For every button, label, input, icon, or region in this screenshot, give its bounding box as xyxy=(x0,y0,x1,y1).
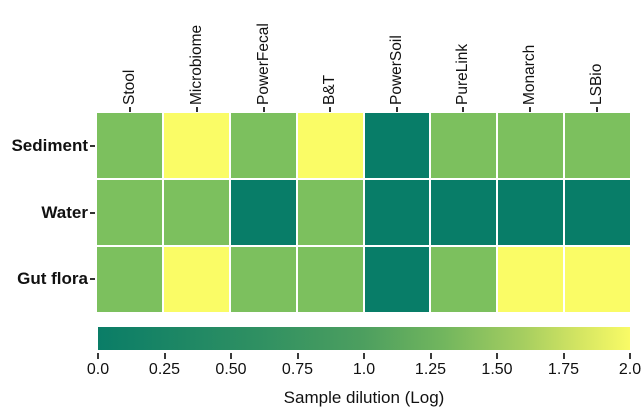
colorbar-tick-label: 1.25 xyxy=(414,361,447,378)
row-label: Water xyxy=(41,202,88,222)
column-label: PureLink xyxy=(454,43,472,105)
column-tick-mark xyxy=(529,107,532,112)
row-tick-mark xyxy=(90,211,95,214)
heatmap-cell xyxy=(163,113,229,178)
heatmap-cell xyxy=(297,113,363,178)
colorbar-tick-label: 0.25 xyxy=(148,361,181,378)
column-tick-mark xyxy=(462,107,465,112)
heatmap-cell xyxy=(97,113,162,178)
column-tick-mark xyxy=(329,107,332,112)
colorbar-tick-mark xyxy=(230,353,232,359)
heatmap-cell xyxy=(565,113,630,178)
column-tick-mark xyxy=(129,107,132,112)
heatmap-cell xyxy=(498,247,564,312)
heatmap-cell xyxy=(297,247,363,312)
heatmap-cell xyxy=(230,247,296,312)
colorbar-tick-label: 1.0 xyxy=(352,361,376,378)
heatmap-cell xyxy=(97,247,162,312)
colorbar-tick-label: 1.50 xyxy=(481,361,513,378)
heatmap-cell xyxy=(498,180,564,245)
column-label: Microbiome xyxy=(187,24,205,105)
column-label: PowerSoil xyxy=(387,35,405,105)
heatmap-cell xyxy=(431,180,497,245)
heatmap-cell xyxy=(297,180,363,245)
colorbar-tick-label: 0.0 xyxy=(86,361,110,378)
heatmap-cell xyxy=(431,247,497,312)
colorbar-title: Sample dilution (Log) xyxy=(283,388,445,407)
row-label: Gut flora xyxy=(17,268,88,288)
column-tick-mark xyxy=(262,107,265,112)
heatmap-cell xyxy=(565,180,630,245)
column-label: Stool xyxy=(121,69,139,105)
heatmap-cell xyxy=(364,113,430,178)
colorbar-tick-mark xyxy=(97,353,99,359)
heatmap-cell xyxy=(163,180,229,245)
column-label: Monarch xyxy=(521,44,539,105)
colorbar-tick-mark xyxy=(363,353,365,359)
column-label: PowerFecal xyxy=(254,23,272,105)
heatmap-cell xyxy=(230,113,296,178)
row-tick-mark xyxy=(90,145,95,148)
colorbar-tick-mark xyxy=(562,353,565,359)
heatmap-cell xyxy=(163,247,229,312)
colorbar-tick-label: 0.50 xyxy=(215,361,247,378)
column-tick-mark xyxy=(195,107,198,112)
colorbar-tick-mark xyxy=(163,353,166,359)
column-tick-mark xyxy=(595,107,598,112)
colorbar-tick-mark xyxy=(629,353,631,359)
column-tick-mark xyxy=(395,107,398,112)
colorbar-gradient xyxy=(98,327,630,350)
colorbar-tick-mark xyxy=(429,353,432,359)
heatmap-cell xyxy=(431,113,497,178)
heatmap-cell xyxy=(565,247,630,312)
heatmap-cell xyxy=(498,113,564,178)
colorbar-tick-label: 0.75 xyxy=(281,361,314,378)
heatmap-cell xyxy=(364,247,430,312)
heatmap-cell xyxy=(97,180,162,245)
row-label: Sediment xyxy=(11,136,88,156)
colorbar-tick-mark xyxy=(496,353,498,359)
colorbar-tick-label: 2.0 xyxy=(618,361,642,378)
column-label: LSBio xyxy=(587,63,605,105)
row-tick-mark xyxy=(90,277,95,280)
heatmap-cell xyxy=(230,180,296,245)
colorbar-tick-label: 1.75 xyxy=(547,361,580,378)
heatmap-cell xyxy=(364,180,430,245)
column-label: B&T xyxy=(321,74,339,105)
colorbar-tick-mark xyxy=(296,353,299,359)
heatmap-grid xyxy=(97,113,630,312)
